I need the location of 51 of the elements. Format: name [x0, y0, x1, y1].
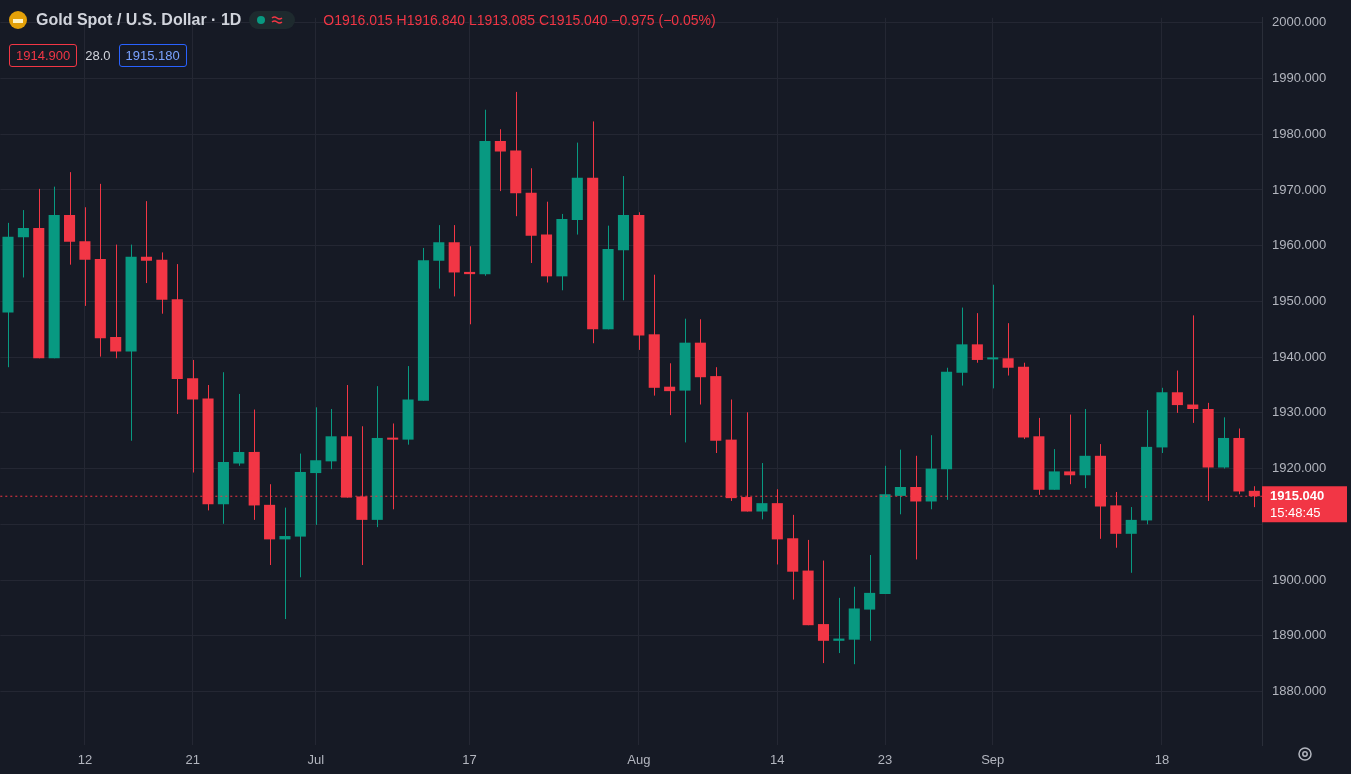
candlestick [864, 554, 876, 642]
candlestick [1048, 448, 1060, 491]
x-tick-label: Sep [981, 752, 1005, 768]
candlestick [756, 462, 768, 520]
y-tick-label: 1990.000 [1272, 70, 1327, 86]
x-tick-label: 21 [185, 752, 200, 768]
y-tick-label: 1900.000 [1272, 571, 1327, 587]
annotation: 1914.900 [9, 44, 78, 67]
candlestick [1187, 314, 1199, 424]
x-tick-label: 23 [877, 752, 893, 768]
candlestick [1002, 322, 1014, 377]
y-tick-label: 1880.000 [1272, 683, 1327, 699]
x-tick-label: 18 [1154, 752, 1170, 768]
candlestick [17, 209, 29, 278]
candlestick [433, 224, 445, 290]
candlestick [987, 284, 999, 389]
candlestick [1064, 414, 1076, 485]
text: 15:48:45 [1270, 504, 1321, 520]
y-tick-label: 1970.000 [1272, 181, 1327, 197]
chart-title: Gold Spot / U.S. Dollar · 1D [36, 11, 242, 29]
candlestick [894, 449, 906, 515]
y-tick-label: 1890.000 [1272, 627, 1327, 643]
x-tick-label: Aug [627, 752, 651, 768]
y-tick-label: 1950.000 [1272, 293, 1327, 309]
y-tick-label: 1930.000 [1272, 404, 1327, 420]
y-tick-label: 1940.000 [1272, 348, 1327, 364]
annotation: O1916.015 H1916.840 L1913.085 C1915.040 −0.975 (−0.05%) [323, 12, 716, 28]
x-tick-label: 12 [77, 752, 93, 768]
x-tick-label: 17 [462, 752, 477, 768]
candlestick [971, 312, 983, 364]
y-tick-label: 1920.000 [1272, 460, 1327, 476]
annotation: 28.0 [85, 48, 111, 63]
annotation: 1915.180 [118, 44, 187, 67]
candlestick [140, 200, 153, 284]
ref-line-label: 1915.040 [1270, 487, 1325, 503]
candlestick [110, 244, 122, 359]
candlestick [494, 128, 506, 192]
candlestick [1125, 506, 1137, 574]
candlestick [1171, 370, 1183, 414]
y-tick-label: 1960.000 [1272, 237, 1327, 253]
x-tick-label: 14 [770, 752, 785, 768]
candlestick [79, 206, 91, 307]
y-tick-label: 1980.000 [1272, 125, 1327, 141]
candlestick [187, 359, 199, 474]
candlestick [817, 560, 830, 664]
x-tick-label: Jul [307, 752, 325, 768]
candlestick [233, 393, 245, 467]
candlestick [1079, 408, 1091, 489]
y-tick-label: 2000.000 [1272, 14, 1327, 30]
candlestick [310, 406, 322, 526]
candlestick [664, 362, 676, 416]
